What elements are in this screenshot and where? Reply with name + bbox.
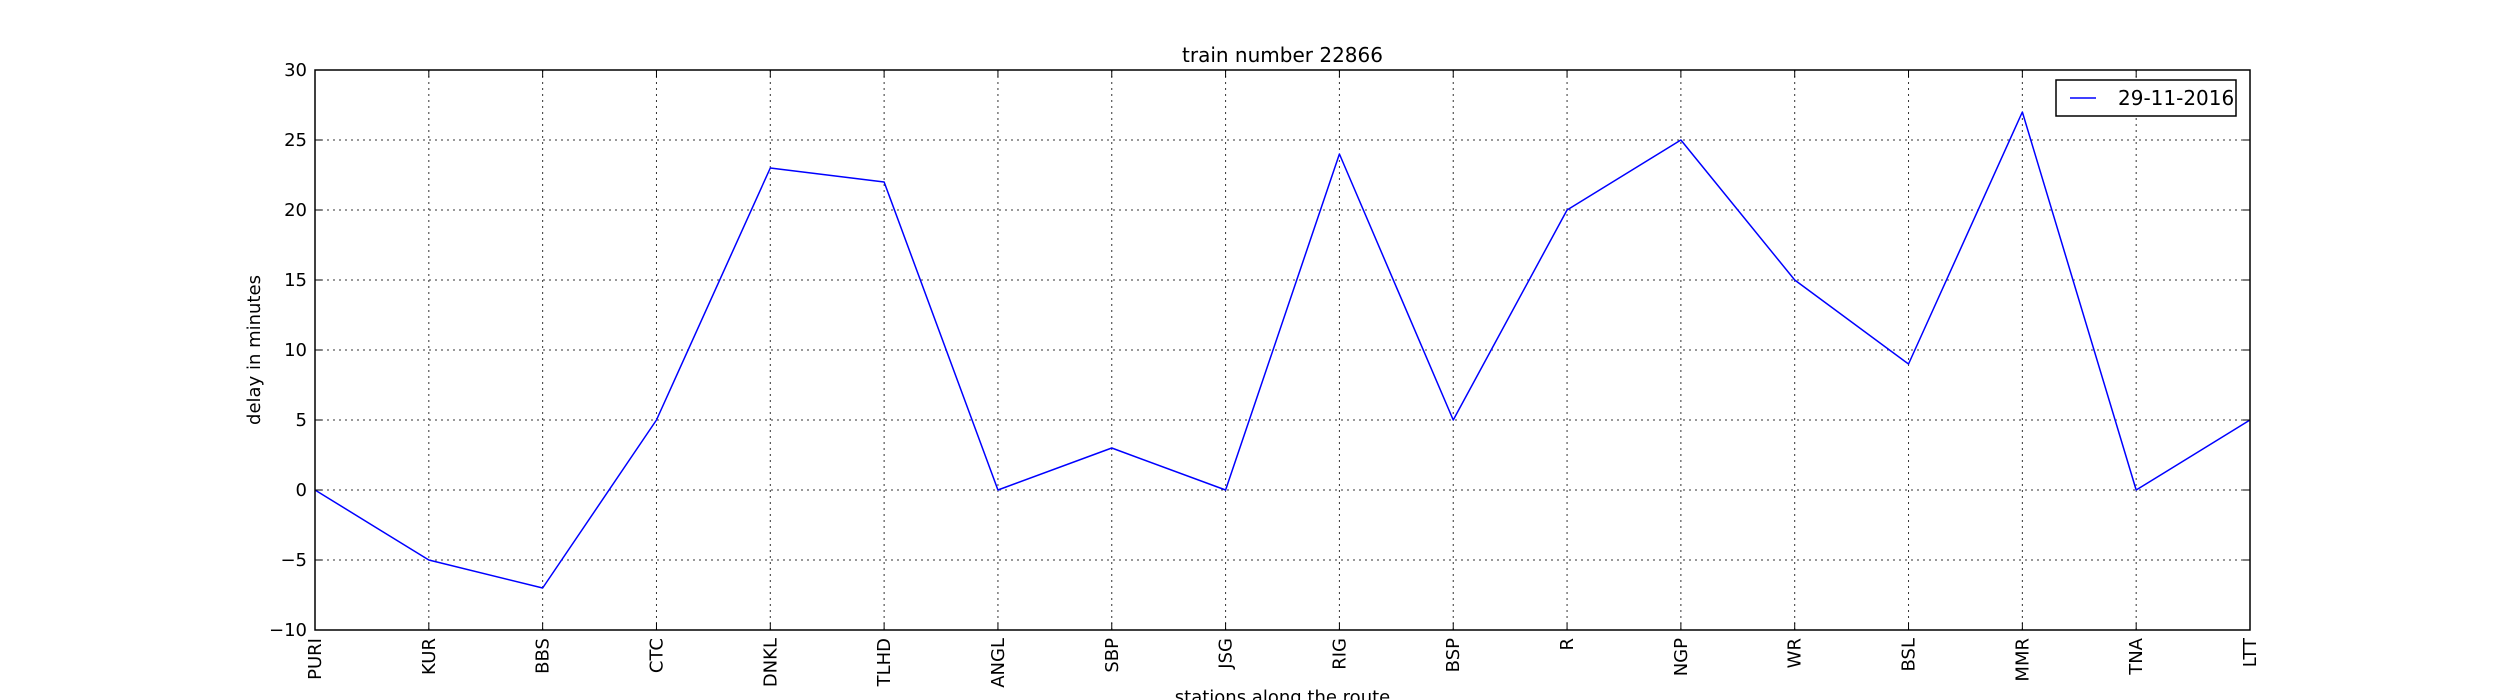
y-tick-label: 20 (284, 200, 307, 221)
x-tick-label: SBP (1102, 638, 1123, 673)
x-tick-label: PURI (305, 638, 326, 680)
chart-title: train number 22866 (1182, 43, 1383, 67)
series-line (314, 111, 2251, 589)
x-tick-label: CTC (646, 638, 667, 673)
x-tick-label: MMR (2012, 638, 2033, 682)
legend-label: 29-11-2016 (2118, 86, 2234, 110)
x-tick-label: BSL (1899, 638, 1920, 672)
x-tick-label: KUR (419, 638, 440, 675)
y-tick-label: −10 (269, 620, 307, 641)
y-axis-label: delay in minutes (244, 275, 265, 425)
legend-box (2055, 79, 2237, 117)
y-tick-label: 0 (296, 480, 307, 501)
x-tick-label: BBS (533, 638, 554, 674)
y-tick-label: 30 (284, 60, 307, 81)
x-tick-label: NGP (1671, 638, 1692, 676)
y-tick-label: −5 (280, 550, 307, 571)
x-tick-label: WR (1785, 638, 1806, 668)
x-tick-label: RIG (1329, 638, 1350, 670)
y-tick-label: 15 (284, 270, 307, 291)
x-tick-label: ANGL (988, 638, 1009, 688)
y-tick-label: 25 (284, 130, 307, 151)
ticks: −10 −5 0 5 10 15 20 25 30 PURI KUR BBS CTC DNKL TLHD AN… (269, 60, 2261, 688)
series-group (314, 111, 2251, 589)
x-tick-label: DNKL (760, 638, 781, 687)
x-axis-label: stations along the route (1175, 687, 1390, 700)
x-tick-label: TNA (2126, 637, 2147, 675)
x-tick-label: JSG (1216, 638, 1237, 670)
x-tick-label: BSP (1443, 638, 1464, 672)
legend: 29-11-2016 (2055, 79, 2237, 117)
x-tick-label: TLHD (874, 638, 895, 687)
x-tick-label: LTT (2240, 637, 2261, 667)
y-tick-label: 5 (296, 410, 307, 431)
y-tick-label: 10 (284, 340, 307, 361)
x-tick-label: R (1557, 638, 1578, 651)
